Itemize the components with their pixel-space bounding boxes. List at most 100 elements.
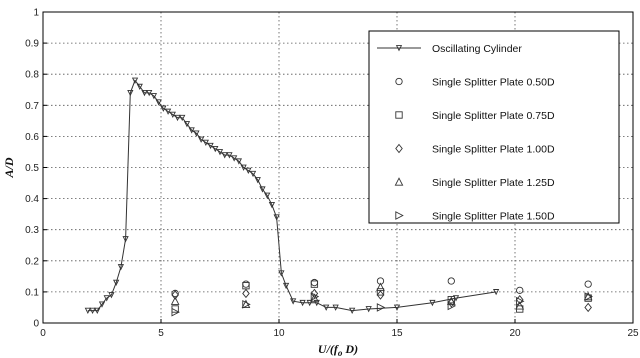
y-tick-label: 0.4 <box>25 194 39 205</box>
series-line <box>87 79 497 312</box>
data-point <box>349 307 356 314</box>
legend-label: Single Splitter Plate 0.75D <box>432 110 555 122</box>
data-point <box>584 302 592 313</box>
data-point <box>231 155 238 162</box>
y-tick-label: 0.5 <box>25 163 39 174</box>
data-point <box>376 288 385 296</box>
data-point <box>583 291 593 301</box>
data-point <box>376 290 385 300</box>
data-point <box>202 139 209 147</box>
data-point <box>240 164 247 171</box>
data-point <box>197 136 205 143</box>
data-point <box>254 177 261 184</box>
y-tick-label: 1 <box>33 8 39 19</box>
data-point <box>584 292 593 301</box>
data-point <box>313 299 320 307</box>
data-point <box>492 289 500 296</box>
data-point <box>169 111 176 119</box>
data-point <box>94 307 101 314</box>
legend-label: Single Splitter Plate 1.50D <box>432 211 555 223</box>
data-point <box>103 295 110 302</box>
y-tick-label: 0.6 <box>25 132 39 143</box>
data-point <box>164 108 172 115</box>
data-point <box>98 301 106 308</box>
legend-item: Single Splitter Plate 1.00D <box>395 143 555 156</box>
x-axis-label: U/(fo D) <box>318 342 358 358</box>
series-layer <box>84 77 593 317</box>
data-point <box>84 307 91 314</box>
x-tick-label: 5 <box>158 328 164 339</box>
data-point <box>183 121 191 128</box>
data-point <box>332 304 339 311</box>
data-point <box>131 77 139 84</box>
data-point <box>212 145 219 153</box>
legend-item: Single Splitter Plate 1.50D <box>395 211 555 223</box>
data-point <box>242 300 251 309</box>
data-point <box>171 307 180 317</box>
data-point <box>323 304 330 311</box>
legend-marker <box>395 211 404 220</box>
legend-label: Oscillating Cylinder <box>432 43 522 55</box>
data-point <box>376 282 385 291</box>
y-tick-label: 0.3 <box>25 225 39 236</box>
legend-marker <box>395 77 403 86</box>
y-tick-label: 0.1 <box>25 287 39 298</box>
data-point <box>290 298 297 305</box>
data-point <box>221 152 228 159</box>
data-point <box>146 90 153 97</box>
data-point <box>108 292 115 299</box>
data-point <box>117 264 125 271</box>
data-point <box>376 303 386 312</box>
data-point <box>393 304 401 311</box>
data-point <box>122 236 129 243</box>
y-tick-label: 0.8 <box>25 70 39 81</box>
legend-marker <box>394 177 404 186</box>
data-point <box>216 149 224 156</box>
legend-item: Single Splitter Plate 0.75D <box>395 110 555 122</box>
data-point <box>516 286 524 294</box>
data-point <box>170 296 180 305</box>
data-point <box>235 158 243 165</box>
data-point <box>155 99 162 106</box>
data-point <box>174 114 181 122</box>
y-tick-label: 0.2 <box>25 256 39 267</box>
data-point <box>193 130 200 137</box>
data-point <box>273 214 280 221</box>
data-point <box>306 299 313 307</box>
y-tick-label: 0.9 <box>25 39 39 50</box>
x-tick-label: 10 <box>273 328 285 339</box>
data-point <box>171 290 179 300</box>
legend-marker <box>395 111 403 119</box>
legend-box <box>368 30 620 224</box>
data-point <box>150 93 158 100</box>
data-point <box>310 280 319 288</box>
legend-marker <box>395 45 403 52</box>
data-point <box>365 306 372 313</box>
x-tick-label: 20 <box>509 328 521 339</box>
data-point <box>310 288 319 299</box>
series-5 <box>171 292 593 317</box>
data-point <box>179 114 186 122</box>
data-point <box>113 279 120 286</box>
x-tick-label: 25 <box>627 328 639 339</box>
data-point <box>299 299 306 307</box>
legend-item: Oscillating Cylinder <box>377 43 522 55</box>
legend-label: Single Splitter Plate 1.25D <box>432 177 555 189</box>
data-point <box>160 105 167 112</box>
data-point <box>516 296 525 306</box>
legend-item: Single Splitter Plate 1.25D <box>394 177 555 189</box>
data-point <box>447 301 457 311</box>
data-point <box>241 299 251 308</box>
data-point <box>259 186 266 193</box>
x-tick-label: 15 <box>391 328 403 339</box>
data-point <box>188 127 195 134</box>
data-point <box>278 270 285 277</box>
series-0 <box>84 77 500 314</box>
data-point <box>141 90 148 97</box>
legend-label: Single Splitter Plate 1.00D <box>432 144 555 156</box>
y-tick-label: 0.7 <box>25 101 39 112</box>
y-tick-label: 0 <box>33 319 39 330</box>
legend: Oscillating Cylinder Single Splitter Plat… <box>368 30 620 224</box>
legend-marker <box>395 143 403 154</box>
